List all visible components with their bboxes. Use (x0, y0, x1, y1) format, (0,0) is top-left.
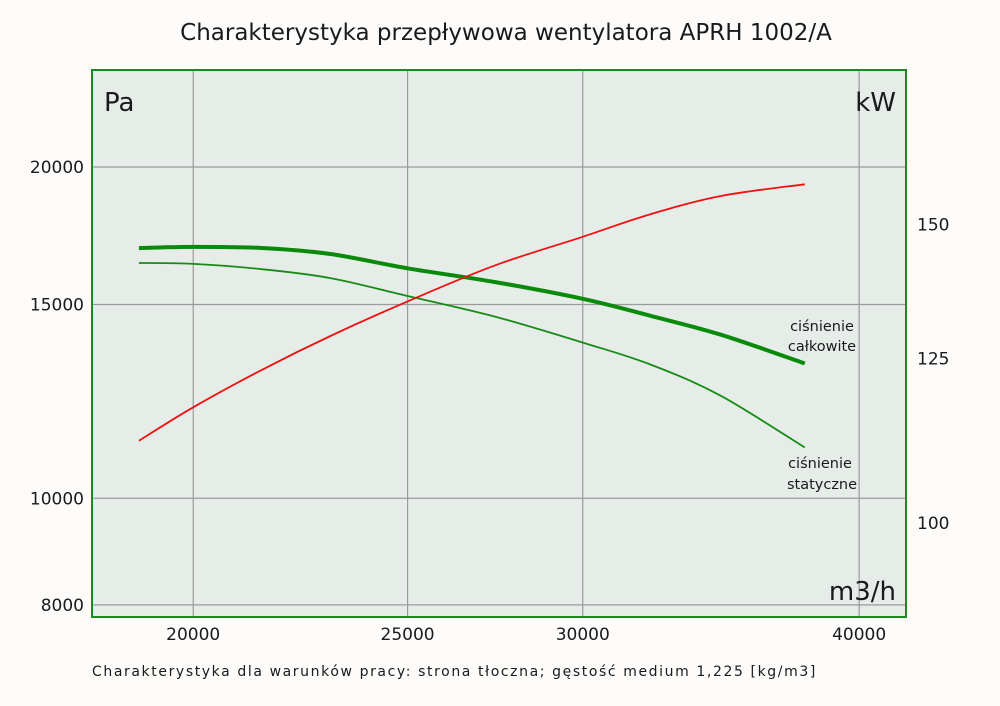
x-tick-label: 30000 (556, 625, 610, 645)
y-tick-label: 20000 (30, 158, 84, 178)
y2-tick-label: 125 (917, 350, 949, 370)
x-axis-unit-label: m3/h (829, 577, 896, 607)
y2-axis-unit-label: kW (855, 88, 896, 118)
x-tick-label: 25000 (381, 625, 435, 645)
y2-tick-label: 150 (917, 215, 949, 235)
power-curve (138, 183, 805, 442)
static-pressure-label-line-2: statyczne (787, 477, 857, 493)
y-tick-label: 10000 (30, 489, 84, 509)
y-axis-unit-label: Pa (104, 88, 134, 118)
x-tick-label: 20000 (166, 625, 220, 645)
curves (138, 183, 806, 449)
y2-axis-ticks: 150 125 100 (917, 215, 949, 533)
grid-lines (92, 70, 906, 617)
x-axis-ticks: 20000 25000 30000 40000 (166, 625, 886, 645)
y-axis-ticks: 20000 15000 10000 8000 (30, 158, 84, 616)
x-tick-label: 40000 (832, 625, 886, 645)
y2-tick-label: 100 (917, 514, 949, 534)
total-pressure-label-line-2: całkowite (788, 339, 856, 355)
plot-area (92, 70, 906, 617)
plot-frame (91, 69, 907, 618)
chart-footnote: Charakterystyka dla warunków pracy: stro… (92, 664, 817, 680)
y-tick-label: 8000 (41, 596, 84, 616)
static-pressure-label-line-1: ciśnienie (788, 456, 852, 472)
curve-labels: ciśnienie całkowite ciśnienie statyczne (787, 319, 857, 493)
y-tick-label: 15000 (30, 295, 84, 315)
chart-title: Charakterystyka przepływowa wentylatora … (180, 20, 832, 46)
static-pressure-curve (138, 262, 806, 449)
total-pressure-label-line-1: ciśnienie (790, 319, 854, 335)
